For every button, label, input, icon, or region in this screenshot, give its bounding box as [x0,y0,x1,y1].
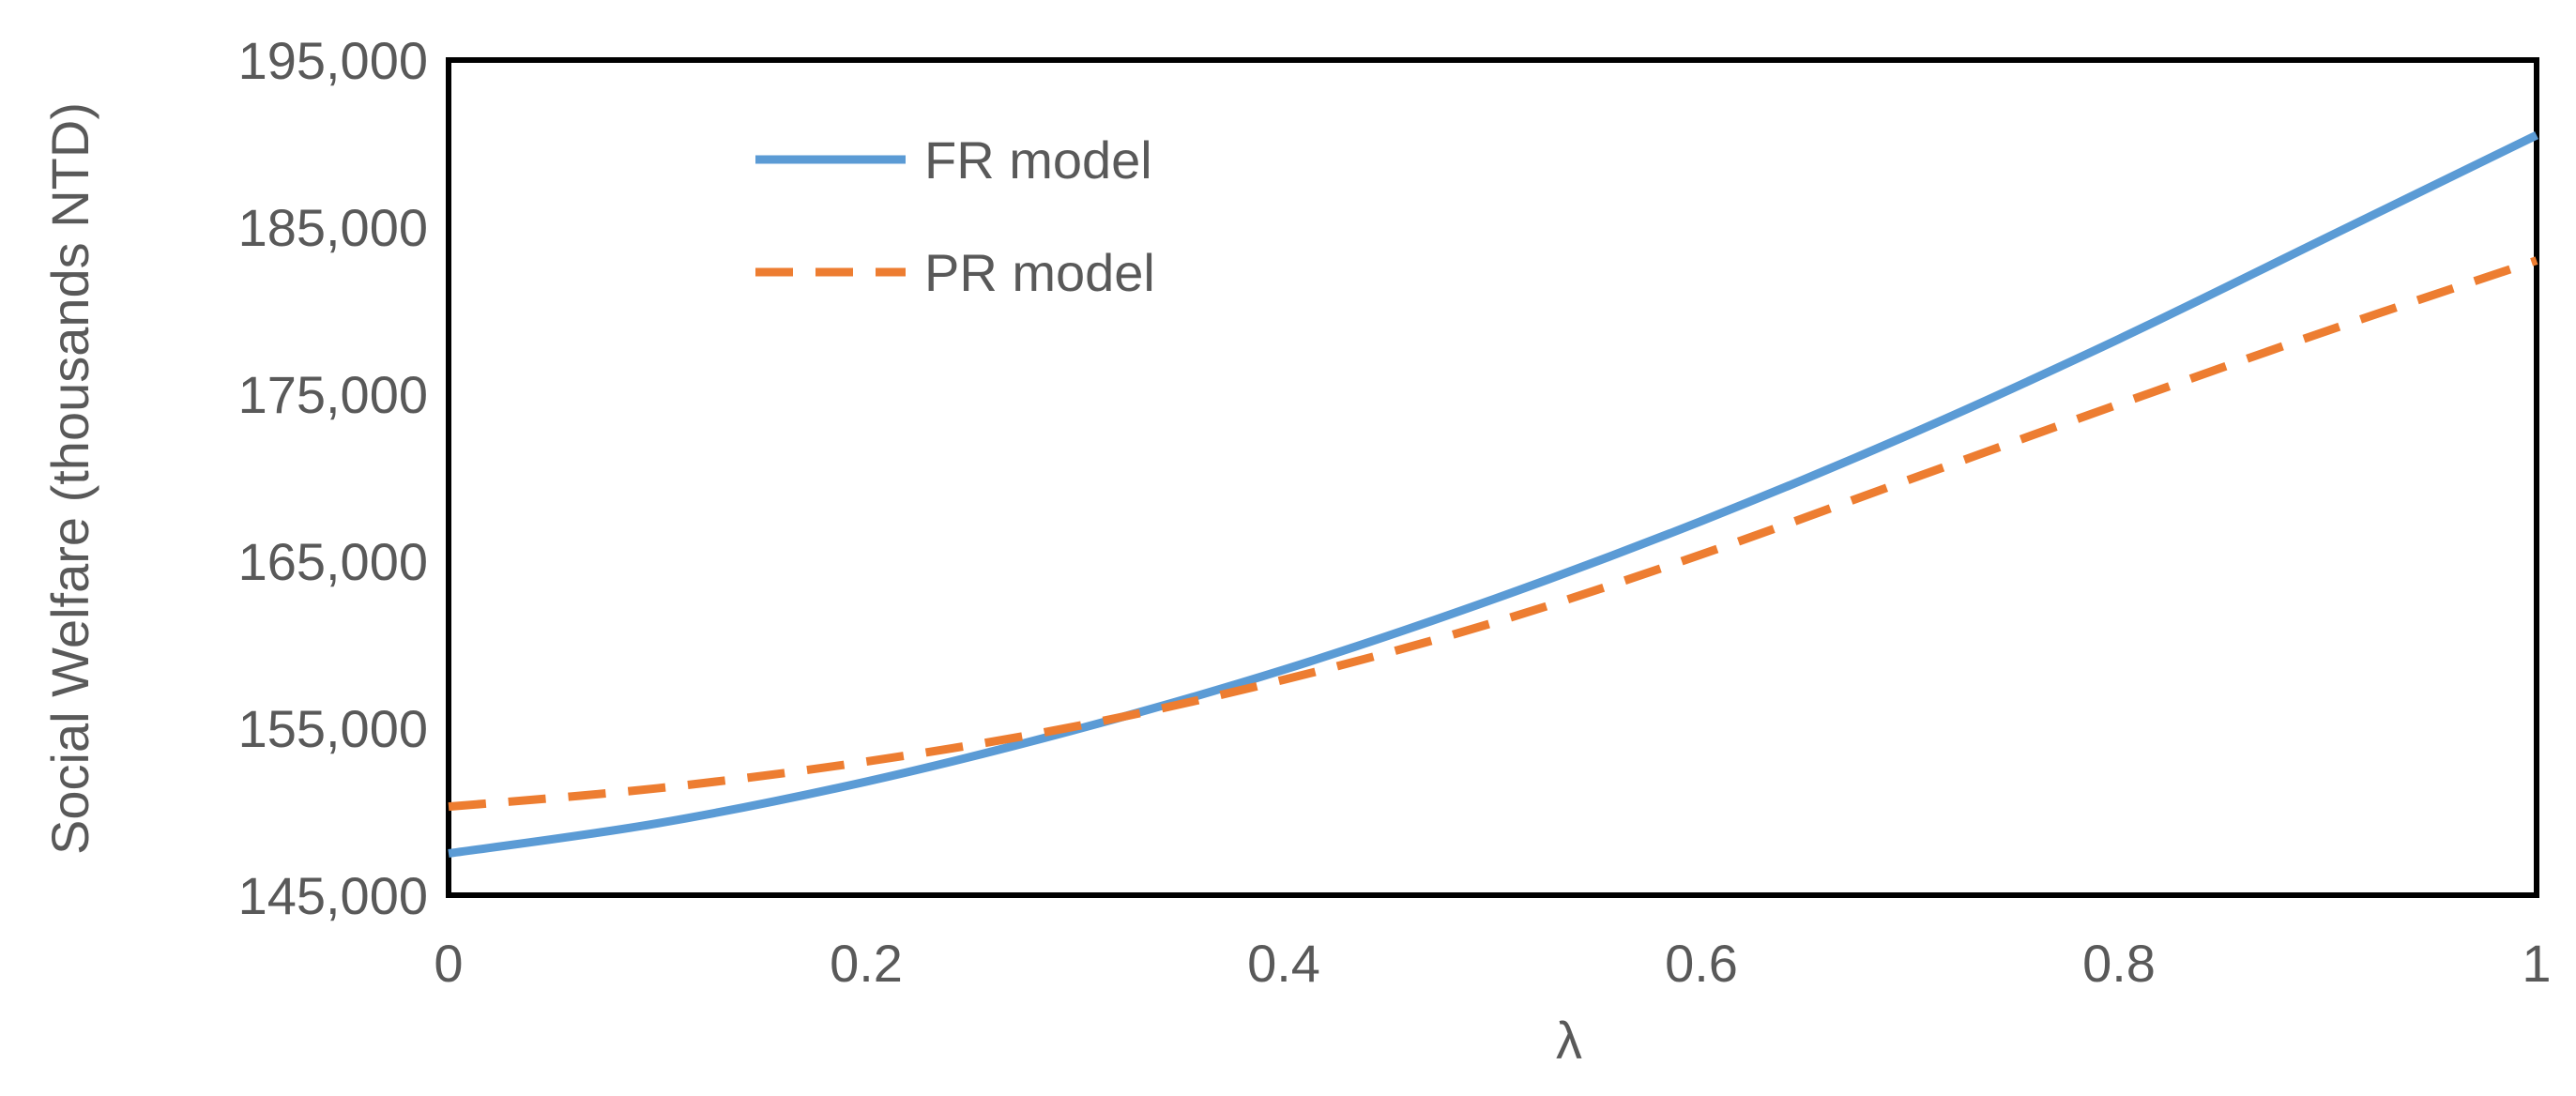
series-layer [448,131,2538,858]
y-tick-label: 165,000 [238,532,428,591]
plot-area-frame [446,57,2539,898]
y-axis-title: Social Welfare (thousands NTD) [40,102,99,855]
y-tick-label: 145,000 [238,866,428,925]
series-line-fr-model [448,131,2538,858]
y-tick-labels: 145,000 155,000 165,000 175,000 185,000 195,0… [238,31,428,925]
x-tick-label: 0.8 [2082,934,2156,993]
x-tick-label: 1 [2522,934,2551,993]
legend-label-fr-model: FR model [924,130,1152,190]
series-line-pr-model [448,256,2538,812]
x-axis-title: λ [1556,1011,1582,1070]
legend: FR model PR model [755,130,1155,302]
x-tick-label: 0.4 [1247,934,1320,993]
x-tick-labels: 0 0.2 0.4 0.6 0.8 1 [434,934,2551,993]
y-tick-label: 155,000 [238,699,428,758]
x-tick-label: 0 [434,934,463,993]
x-tick-label: 0.2 [830,934,903,993]
y-tick-label: 175,000 [238,365,428,424]
y-tick-label: 195,000 [238,31,428,90]
x-tick-label: 0.6 [1665,934,1738,993]
legend-label-pr-model: PR model [924,243,1155,302]
y-tick-label: 185,000 [238,198,428,257]
